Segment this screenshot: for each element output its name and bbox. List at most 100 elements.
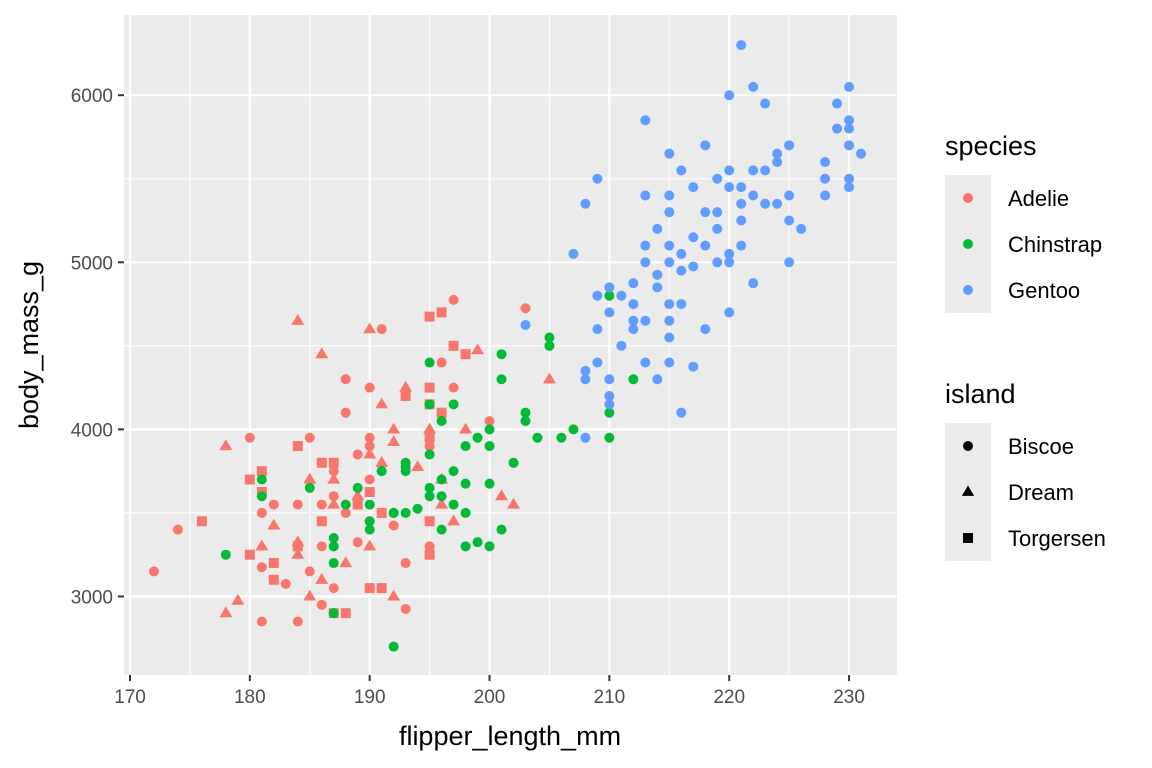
data-point-adelie — [292, 441, 303, 452]
data-point-adelie — [364, 487, 375, 498]
data-point-chinstrap — [484, 541, 495, 552]
data-point-adelie — [363, 447, 377, 459]
data-point-gentoo — [640, 190, 651, 201]
data-point-gentoo — [772, 157, 783, 168]
data-point-chinstrap — [448, 499, 459, 510]
data-point-chinstrap — [424, 482, 435, 493]
data-point-adelie — [448, 340, 459, 351]
data-point-chinstrap — [436, 524, 447, 535]
data-point-adelie — [303, 472, 317, 484]
data-point-chinstrap — [364, 516, 375, 527]
data-point-chinstrap — [604, 290, 615, 301]
data-point-gentoo — [664, 207, 675, 218]
data-point-gentoo — [640, 315, 651, 326]
data-point-adelie — [292, 541, 303, 552]
data-points — [148, 40, 867, 652]
data-point-gentoo — [784, 257, 795, 268]
x-tick-label: 180 — [234, 687, 266, 708]
data-point-adelie — [495, 489, 508, 501]
data-point-gentoo — [604, 374, 615, 385]
axes: 170 180 190 200 210 220 230 3000 4000 5000 6000 — [71, 86, 865, 708]
data-point-gentoo — [724, 165, 735, 176]
data-point-adelie — [520, 303, 531, 314]
data-point-adelie — [484, 416, 495, 427]
data-point-gentoo — [796, 223, 807, 234]
data-point-gentoo — [688, 232, 699, 243]
data-point-adelie — [399, 380, 413, 392]
data-point-adelie — [436, 357, 447, 368]
data-point-gentoo — [628, 324, 639, 335]
data-point-adelie — [363, 322, 377, 334]
data-point-gentoo — [664, 190, 675, 201]
data-point-chinstrap — [400, 466, 411, 477]
data-point-chinstrap — [496, 349, 507, 360]
data-point-chinstrap — [544, 332, 555, 343]
data-point-adelie — [256, 616, 267, 627]
data-point-gentoo — [652, 223, 663, 234]
data-point-gentoo — [652, 374, 663, 385]
data-point-adelie — [411, 460, 425, 472]
data-point-chinstrap — [220, 549, 231, 560]
data-point-gentoo — [712, 223, 723, 234]
data-point-adelie — [400, 390, 411, 401]
data-point-adelie — [376, 324, 387, 335]
data-point-gentoo — [628, 315, 639, 326]
data-point-adelie — [255, 539, 269, 551]
legend-label: Gentoo — [1008, 278, 1080, 303]
data-point-gentoo — [760, 98, 771, 109]
data-point-gentoo — [592, 290, 603, 301]
data-point-chinstrap — [520, 416, 531, 427]
data-point-gentoo — [664, 299, 675, 310]
data-point-chinstrap — [628, 374, 639, 385]
data-point-chinstrap — [472, 432, 483, 443]
data-point-gentoo — [604, 282, 615, 293]
data-point-adelie — [352, 499, 363, 510]
panel-background — [124, 15, 897, 675]
data-point-chinstrap — [424, 491, 435, 502]
data-point-gentoo — [832, 98, 843, 109]
data-point-adelie — [328, 466, 339, 477]
data-point-adelie — [316, 599, 327, 610]
data-point-adelie — [148, 566, 159, 577]
data-point-adelie — [267, 518, 281, 530]
data-point-adelie — [400, 558, 411, 569]
data-point-gentoo — [844, 182, 855, 193]
data-point-adelie — [424, 382, 435, 393]
data-point-gentoo — [688, 361, 699, 372]
data-point-gentoo — [676, 299, 687, 310]
data-point-adelie — [340, 608, 351, 619]
data-point-chinstrap — [436, 416, 447, 427]
data-point-gentoo — [844, 173, 855, 184]
legend-title: island — [945, 379, 1016, 409]
data-point-adelie — [424, 441, 435, 452]
data-point-gentoo — [664, 240, 675, 251]
data-point-gentoo — [676, 248, 687, 259]
data-point-gentoo — [844, 140, 855, 151]
data-point-gentoo — [688, 182, 699, 193]
data-point-gentoo — [580, 432, 591, 443]
data-point-chinstrap — [436, 474, 447, 485]
data-point-adelie — [363, 539, 377, 551]
data-point-adelie — [340, 374, 351, 385]
data-point-chinstrap — [400, 507, 411, 518]
data-point-gentoo — [760, 165, 771, 176]
data-point-adelie — [364, 583, 375, 594]
data-point-gentoo — [844, 81, 855, 92]
data-point-chinstrap — [388, 507, 399, 518]
data-point-gentoo — [664, 257, 675, 268]
legend-label: Chinstrap — [1008, 232, 1102, 257]
data-point-gentoo — [820, 157, 831, 168]
data-point-adelie — [364, 441, 375, 452]
data-point-gentoo — [664, 332, 675, 343]
data-point-adelie — [327, 497, 341, 509]
data-point-adelie — [339, 556, 353, 568]
x-tick-label: 200 — [474, 687, 506, 708]
data-point-gentoo — [772, 198, 783, 209]
data-point-adelie — [268, 574, 279, 585]
data-point-chinstrap — [352, 482, 363, 493]
data-point-gentoo — [520, 319, 531, 330]
data-point-gentoo — [640, 257, 651, 268]
data-point-adelie — [471, 343, 485, 355]
data-point-adelie — [448, 382, 459, 393]
data-point-chinstrap — [604, 407, 615, 418]
